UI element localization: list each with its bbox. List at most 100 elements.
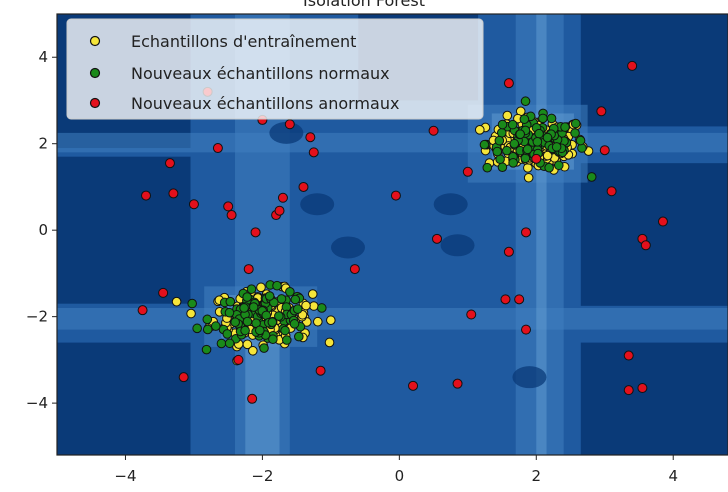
normal-point — [202, 324, 213, 335]
normal-point — [520, 153, 531, 164]
normal-point — [519, 114, 530, 125]
points-layer — [137, 60, 668, 404]
abnormal-point — [212, 143, 223, 154]
legend-marker-abnormal — [89, 97, 101, 109]
contour-dark-spot — [512, 366, 547, 389]
training-point — [523, 163, 533, 173]
legend-label-abnormal: Nouveaux échantillons anormaux — [131, 94, 399, 113]
normal-point — [497, 162, 508, 173]
normal-point — [551, 142, 562, 152]
normal-point — [225, 296, 236, 307]
contour-dark-spot — [433, 193, 468, 216]
y-tick-label: −2 — [26, 308, 48, 326]
abnormal-point — [315, 365, 326, 376]
abnormal-point — [521, 324, 532, 335]
abnormal-point — [408, 380, 419, 391]
contour-dark-spot — [330, 236, 365, 259]
abnormal-point — [623, 385, 634, 396]
normal-point — [280, 325, 290, 336]
training-point — [474, 125, 485, 135]
normal-point — [586, 172, 597, 182]
normal-point — [492, 146, 503, 157]
normal-point — [546, 113, 557, 124]
normal-point — [242, 316, 253, 327]
contour-dark-region — [57, 342, 191, 455]
normal-point — [538, 113, 548, 124]
normal-point — [224, 338, 235, 349]
abnormal-point — [137, 305, 148, 316]
abnormal-point — [462, 166, 473, 177]
training-point — [326, 315, 336, 326]
normal-point — [532, 137, 543, 147]
normal-point — [544, 162, 554, 173]
normal-point — [570, 118, 581, 129]
normal-point — [522, 144, 533, 155]
normal-point — [502, 145, 512, 156]
abnormal-point — [637, 382, 648, 393]
normal-point — [494, 135, 505, 146]
abnormal-point — [250, 227, 261, 238]
y-tick-label: −4 — [26, 394, 48, 412]
abnormal-point — [428, 125, 439, 136]
normal-point — [316, 303, 327, 313]
normal-point — [570, 128, 580, 138]
abnormal-point — [640, 240, 651, 251]
x-tick-label: −4 — [114, 467, 136, 485]
normal-point — [507, 119, 518, 130]
abnormal-point — [531, 153, 542, 164]
normal-point — [267, 317, 278, 327]
normal-point — [264, 291, 275, 301]
normal-point — [192, 323, 202, 334]
abnormal-point — [188, 199, 199, 210]
normal-point — [290, 294, 301, 305]
abnormal-point — [432, 233, 443, 244]
abnormal-point — [141, 190, 152, 201]
normal-point — [281, 335, 292, 345]
contour-dark-spot — [269, 121, 304, 144]
normal-point — [482, 162, 493, 173]
normal-point — [575, 135, 586, 146]
abnormal-point — [274, 205, 285, 216]
abnormal-point — [298, 181, 309, 192]
contour-light-band — [57, 132, 728, 153]
normal-point — [509, 138, 520, 149]
training-point — [248, 345, 258, 356]
abnormal-point — [627, 60, 638, 71]
normal-point — [542, 132, 553, 143]
abnormal-point — [164, 158, 175, 169]
training-point — [256, 282, 266, 293]
training-point — [523, 172, 534, 183]
normal-point — [497, 119, 508, 130]
normal-point — [201, 344, 212, 355]
training-point — [171, 296, 182, 307]
abnormal-point — [452, 378, 463, 389]
normal-point — [202, 314, 213, 325]
x-tick-label: 4 — [668, 467, 678, 485]
chart-title: Isolation Forest — [303, 0, 425, 10]
abnormal-point — [308, 147, 319, 158]
normal-point — [276, 294, 287, 304]
training-point — [309, 301, 319, 311]
abnormal-point — [390, 190, 401, 201]
normal-point — [292, 304, 303, 314]
normal-point — [242, 292, 252, 302]
contour-dark-region — [580, 163, 728, 306]
abnormal-point — [514, 294, 525, 305]
abnormal-point — [657, 216, 668, 227]
abnormal-point — [233, 354, 244, 365]
abnormal-point — [223, 201, 234, 212]
normal-point — [268, 334, 278, 345]
contour-dark-region — [580, 14, 728, 127]
legend-label-normal: Nouveaux échantillons normaux — [131, 64, 390, 83]
normal-point — [230, 317, 240, 328]
normal-point — [224, 307, 235, 318]
normal-point — [294, 331, 304, 342]
contour-light-band — [57, 308, 728, 330]
abnormal-point — [606, 186, 617, 197]
contour-dark-spot — [440, 234, 475, 257]
normal-point — [248, 302, 259, 312]
plot-border — [56, 13, 728, 456]
abnormal-point — [503, 246, 514, 257]
abnormal-point — [158, 287, 169, 298]
